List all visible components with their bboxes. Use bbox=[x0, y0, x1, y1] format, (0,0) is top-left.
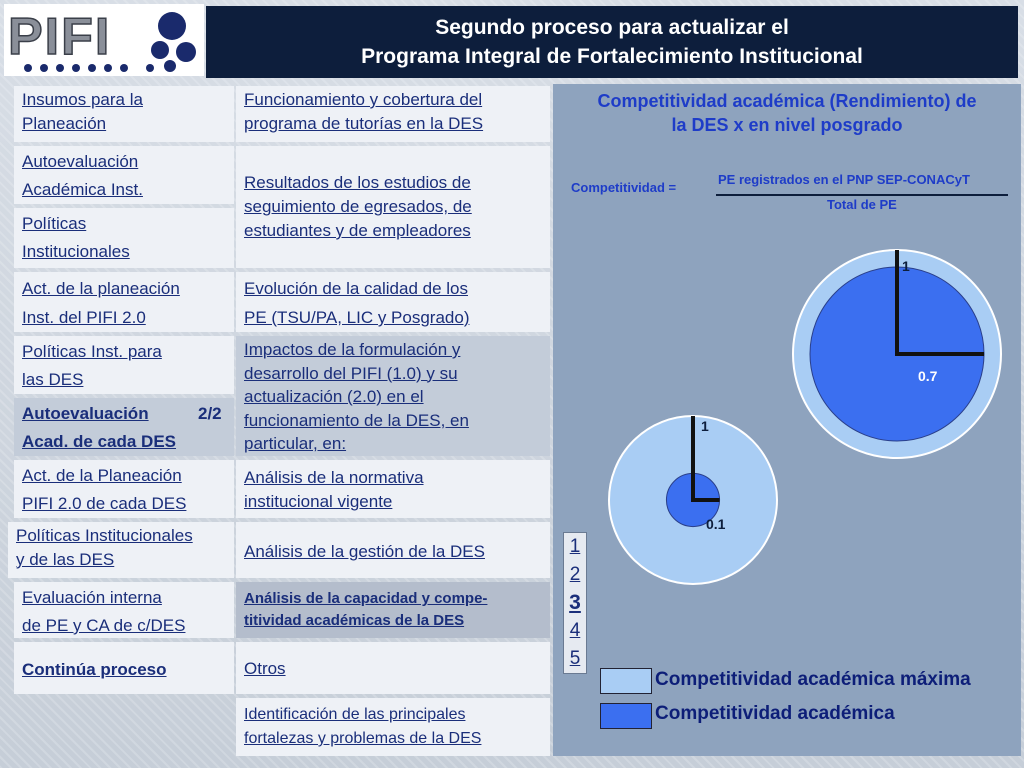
menu-continua-proceso[interactable]: Continúa proceso bbox=[14, 642, 234, 694]
menu-normativa-line2: institucional vigente bbox=[244, 492, 393, 511]
menu-tutorias-line2: programa de tutorías en la DES bbox=[244, 114, 484, 133]
menu-act-planeacion-des[interactable]: Act. de la Planeación PIFI 2.0 de cada D… bbox=[14, 460, 234, 518]
logo-text: PIFI bbox=[8, 8, 111, 66]
menu-autoevaluacion-inst[interactable]: Autoevaluación Académica Inst. bbox=[14, 146, 234, 204]
menu-capacidad-line2: titividad académicas de la DES bbox=[244, 612, 465, 629]
menu-impactos-line4: funcionamiento de la DES, en bbox=[244, 410, 469, 430]
menu-politicas-inst[interactable]: Políticas Institucionales bbox=[14, 208, 234, 268]
menu-politicas-des[interactable]: Políticas Inst. para las DES bbox=[14, 336, 234, 394]
menu-politicas-des-line1: Políticas Inst. para bbox=[22, 342, 162, 361]
menu-act-planeacion-des-line2: PIFI 2.0 de cada DES bbox=[22, 494, 187, 513]
menu-politicas-inst-des[interactable]: Políticas Institucionales y de las DES bbox=[8, 522, 234, 578]
menu-gestion[interactable]: Análisis de la gestión de la DES bbox=[236, 522, 550, 578]
pie-07-max-label: 1 bbox=[902, 258, 910, 274]
formula-denominator: Total de PE bbox=[827, 197, 897, 212]
menu-otros[interactable]: Otros bbox=[236, 642, 550, 694]
pie-01-max-label: 1 bbox=[701, 418, 709, 434]
pie-07-value-label: 0.7 bbox=[918, 368, 938, 384]
page-number-4[interactable]: 4 bbox=[569, 620, 581, 641]
menu-autoevaluacion-des-line2: Acad. de cada DES bbox=[22, 432, 177, 451]
menu-gestion-label: Análisis de la gestión de la DES bbox=[244, 542, 485, 561]
menu-autoevaluacion-line2: Académica Inst. bbox=[22, 180, 143, 199]
page-number-list: 1 2 3 4 5 bbox=[563, 532, 587, 674]
header-title-line1: Segundo proceso para actualizar el bbox=[435, 16, 789, 39]
menu-normativa[interactable]: Análisis de la normativa institucional v… bbox=[236, 460, 550, 518]
pie-01-value-label: 0.1 bbox=[706, 516, 726, 532]
formula-numerator: PE registrados en el PNP SEP-CONACyT bbox=[718, 172, 970, 187]
menu-egresados-line1: Resultados de los estudios de bbox=[244, 173, 471, 192]
page-badge: 2/2 bbox=[198, 404, 222, 423]
legend-label-value: Competitividad académica bbox=[655, 703, 895, 724]
menu-evaluacion-line2: de PE y CA de c/DES bbox=[22, 616, 186, 635]
menu-politicas-inst-des-line1: Políticas Institucionales bbox=[16, 526, 193, 545]
menu-politicas-line1: Políticas bbox=[22, 214, 87, 233]
menu-fortalezas[interactable]: Identificación de las principales fortal… bbox=[236, 698, 550, 756]
menu-autoevaluacion-line1: Autoevaluación bbox=[22, 152, 139, 171]
menu-evolucion-line2: PE (TSU/PA, LIC y Posgrado) bbox=[244, 308, 470, 327]
legend-swatch-max bbox=[600, 668, 652, 694]
pie-chart-07 bbox=[792, 249, 1002, 459]
menu-fortalezas-line2: fortalezas y problemas de la DES bbox=[244, 730, 482, 747]
menu-evaluacion-interna[interactable]: Evaluación interna de PE y CA de c/DES bbox=[14, 582, 234, 638]
menu-act-planeacion-inst[interactable]: Act. de la planeación Inst. del PIFI 2.0 bbox=[14, 272, 234, 332]
menu-egresados[interactable]: Resultados de los estudios de seguimient… bbox=[236, 146, 550, 268]
menu-impactos-line1: Impactos de la formulación y bbox=[244, 340, 461, 359]
menu-impactos[interactable]: Impactos de la formulación y desarrollo … bbox=[236, 336, 550, 456]
menu-fortalezas-line1: Identificación de las principales bbox=[244, 706, 466, 723]
menu-evolucion-calidad[interactable]: Evolución de la calidad de los PE (TSU/P… bbox=[236, 272, 550, 332]
pie-chart-01 bbox=[608, 415, 778, 585]
panel-title-line1: Competitividad académica (Rendimiento) d… bbox=[597, 91, 977, 111]
menu-normativa-line1: Análisis de la normativa bbox=[244, 468, 424, 487]
page-number-3[interactable]: 3 bbox=[569, 591, 581, 614]
page-number-2[interactable]: 2 bbox=[569, 564, 581, 585]
menu-insumos[interactable]: Insumos para la Planeación bbox=[14, 86, 234, 142]
menu-egresados-line3: estudiantes y de empleadores bbox=[244, 221, 471, 240]
formula-label: Competitividad = bbox=[571, 180, 677, 195]
menu-impactos-line2: desarrollo del PIFI (1.0) y su bbox=[244, 363, 458, 383]
formula-fraction-line bbox=[716, 194, 1008, 196]
legend-label-max: Competitividad académica máxima bbox=[655, 669, 971, 690]
menu-insumos-line2: Planeación bbox=[22, 114, 107, 133]
legend-swatch-value bbox=[600, 703, 652, 729]
panel-title-line2: la DES x en nivel posgrado bbox=[671, 115, 903, 135]
menu-evolucion-line1: Evolución de la calidad de los bbox=[244, 279, 468, 298]
menu-tutorias[interactable]: Funcionamiento y cobertura del programa … bbox=[236, 86, 550, 142]
menu-politicas-line2: Institucionales bbox=[22, 242, 130, 261]
menu-impactos-line5: particular, en: bbox=[244, 434, 347, 453]
menu-autoevaluacion-des-line1: Autoevaluación bbox=[22, 404, 149, 423]
menu-egresados-line2: seguimiento de egresados, de bbox=[244, 197, 472, 216]
menu-politicas-des-line2: las DES bbox=[22, 370, 84, 389]
menu-act-planeacion-line2: Inst. del PIFI 2.0 bbox=[22, 308, 146, 327]
page-number-5[interactable]: 5 bbox=[569, 648, 581, 669]
pifi-logo: PIFI bbox=[4, 4, 204, 76]
panel-title: Competitividad académica (Rendimiento) d… bbox=[553, 89, 1021, 137]
page-number-1[interactable]: 1 bbox=[569, 536, 581, 557]
menu-politicas-inst-des-line2: y de las DES bbox=[16, 550, 115, 569]
menu-act-planeacion-line1: Act. de la planeación bbox=[22, 279, 180, 298]
menu-otros-label: Otros bbox=[244, 659, 286, 678]
menu-insumos-line1: Insumos para la bbox=[22, 90, 143, 109]
menu-capacidad-line1: Análisis de la capacidad y compe- bbox=[244, 590, 488, 607]
menu-impactos-line3: actualización (2.0) en el bbox=[244, 387, 424, 406]
header-title-line2: Programa Integral de Fortalecimiento Ins… bbox=[361, 45, 863, 68]
menu-capacidad[interactable]: Análisis de la capacidad y compe- titivi… bbox=[236, 582, 550, 638]
menu-tutorias-line1: Funcionamiento y cobertura del bbox=[244, 90, 483, 109]
menu-continua-label: Continúa proceso bbox=[22, 660, 167, 679]
menu-autoevaluacion-des[interactable]: Autoevaluación 2/2 Acad. de cada DES bbox=[14, 398, 234, 456]
menu-evaluacion-line1: Evaluación interna bbox=[22, 588, 162, 607]
page-header: Segundo proceso para actualizar el Progr… bbox=[206, 6, 1018, 78]
menu-act-planeacion-des-line1: Act. de la Planeación bbox=[22, 466, 182, 485]
